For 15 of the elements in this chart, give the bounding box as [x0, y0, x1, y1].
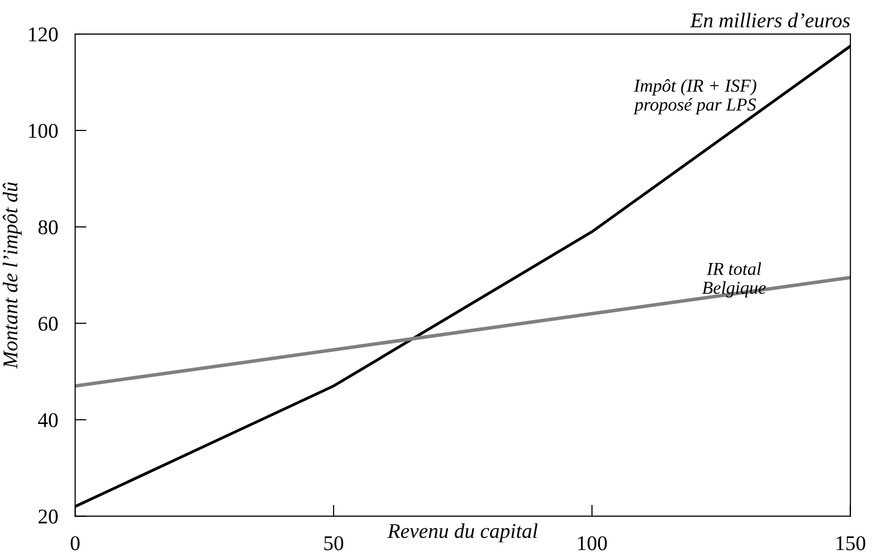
y-tick-label: 60 [38, 316, 58, 331]
y-axis-title: Montant de l’impôt dû [2, 182, 22, 369]
y-tick-label: 20 [38, 510, 58, 524]
text: En milliers d’euros [690, 12, 850, 28]
x-tick-label: 100 [578, 536, 607, 550]
y-tick-label: 80 [38, 220, 58, 234]
y-tick-label: 40 [38, 413, 58, 428]
x-tick-label: 150 [836, 536, 866, 550]
x-tick-label: 50 [324, 536, 344, 550]
y-tick-label: 120 [29, 27, 58, 42]
x-tick-label: 0 [70, 536, 80, 550]
y-tick-label: 100 [29, 124, 58, 138]
series-label: Impôt (IR + ISF) proposé par LPS [633, 79, 756, 114]
x-axis-title: Revenu du capital [387, 523, 538, 542]
series-label: IR total Belgique [702, 262, 766, 298]
